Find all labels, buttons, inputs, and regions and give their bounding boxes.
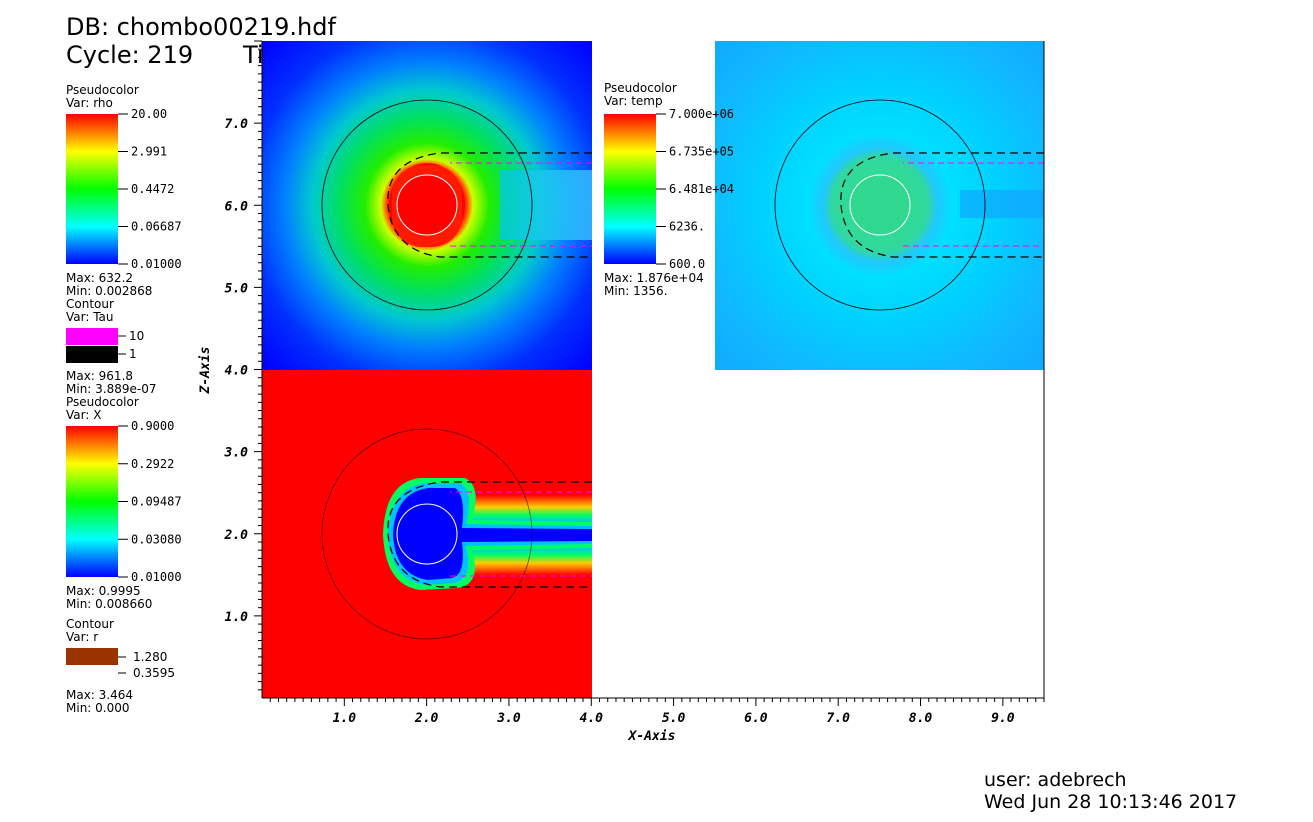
rho-legend-var: Var: rho bbox=[66, 96, 113, 110]
temp-legend-kind: Pseudocolor bbox=[604, 81, 677, 95]
x-panel bbox=[262, 370, 592, 698]
colorbar-tick-label: 7.000e+06 bbox=[669, 107, 734, 121]
colorbar-tick-label: 6.481e+04 bbox=[669, 182, 734, 196]
r-level-swatch bbox=[66, 648, 118, 665]
r-legend-kind: Contour bbox=[66, 617, 114, 631]
x-tick-label: 1.0 bbox=[333, 711, 357, 726]
x-colorbar bbox=[66, 426, 118, 577]
x-tick-label: 3.0 bbox=[496, 711, 521, 726]
r-legend-min: Min: 0.000 bbox=[66, 701, 130, 715]
x-legend-min: Min: 0.008660 bbox=[66, 597, 153, 611]
x-axis-label: X-Axis bbox=[628, 729, 676, 744]
user-label: user: adebrech bbox=[984, 769, 1127, 791]
r-legend-max: Max: 3.464 bbox=[66, 688, 134, 702]
z-tick-label: 7.0 bbox=[225, 117, 249, 132]
colorbar-tick-label: 0.09487 bbox=[131, 495, 182, 509]
x-tick-label: 9.0 bbox=[991, 711, 1015, 726]
r-legend-var: Var: r bbox=[66, 630, 99, 644]
tau-level-1: 1 bbox=[129, 347, 137, 361]
x-legend-var: Var: X bbox=[66, 408, 102, 422]
x-tick-label: 2.0 bbox=[414, 711, 439, 726]
z-axis-label: Z-Axis bbox=[198, 347, 213, 395]
cycle-label: Cycle: 219 bbox=[66, 41, 194, 69]
tau-legend-var: Var: Tau bbox=[66, 310, 114, 324]
colorbar-tick-label: 2.991 bbox=[131, 145, 167, 159]
x-tick-label: 7.0 bbox=[826, 711, 850, 726]
z-tick-label: 4.0 bbox=[225, 364, 249, 379]
tau-legend-max: Max: 961.8 bbox=[66, 369, 134, 383]
temp-legend-max: Max: 1.876e+04 bbox=[604, 271, 704, 285]
colorbar-tick-label: 0.9000 bbox=[131, 419, 174, 433]
rho-legend-max: Max: 632.2 bbox=[66, 271, 134, 285]
x-tick-label: 5.0 bbox=[662, 711, 686, 726]
r-level-2: 0.3595 bbox=[133, 666, 175, 680]
temp-legend-var: Var: temp bbox=[604, 94, 663, 108]
colorbar-tick-label: 600.0 bbox=[669, 257, 705, 271]
rho-colorbar bbox=[66, 114, 118, 264]
tau-level-10-swatch bbox=[66, 328, 118, 345]
tau-legend-min: Min: 3.889e-07 bbox=[66, 382, 157, 396]
rho-legend-min: Min: 0.002868 bbox=[66, 284, 153, 298]
r-level-1: 1.280 bbox=[133, 650, 168, 664]
x-tick-label: 8.0 bbox=[909, 711, 933, 726]
colorbar-tick-label: 6236. bbox=[669, 220, 705, 234]
rho-legend-kind: Pseudocolor bbox=[66, 83, 139, 97]
database-title: DB: chombo00219.hdf bbox=[66, 13, 336, 41]
x-tick-label: 4.0 bbox=[580, 711, 604, 726]
colorbar-tick-label: 0.03080 bbox=[131, 532, 182, 546]
temp-legend-min: Min: 1356. bbox=[604, 284, 668, 298]
x-legend-max: Max: 0.9995 bbox=[66, 584, 141, 598]
colorbar-tick-label: 0.06687 bbox=[131, 220, 182, 234]
x-legend-kind: Pseudocolor bbox=[66, 395, 139, 409]
date-label: Wed Jun 28 10:13:46 2017 bbox=[984, 791, 1238, 813]
colorbar-tick-label: 0.4472 bbox=[131, 182, 174, 196]
temp-colorbar bbox=[604, 114, 656, 264]
colorbar-tick-label: 6.735e+05 bbox=[669, 145, 734, 159]
z-tick-label: 6.0 bbox=[225, 199, 249, 214]
colorbar-tick-label: 0.01000 bbox=[131, 257, 182, 271]
rho-panel bbox=[262, 41, 592, 370]
colorbar-tick-label: 0.2922 bbox=[131, 457, 174, 471]
colorbar-tick-label: 0.01000 bbox=[131, 570, 182, 584]
z-tick-label: 3.0 bbox=[224, 446, 249, 461]
z-tick-label: 5.0 bbox=[225, 281, 249, 296]
tau-level-10: 10 bbox=[129, 329, 145, 343]
x-tick-label: 6.0 bbox=[744, 711, 768, 726]
colorbar-tick-label: 20.00 bbox=[131, 107, 167, 121]
tau-legend-kind: Contour bbox=[66, 297, 114, 311]
tau-level-1-swatch bbox=[66, 346, 118, 363]
z-tick-label: 1.0 bbox=[225, 610, 249, 625]
z-tick-label: 2.0 bbox=[224, 528, 249, 543]
temp-panel bbox=[715, 41, 1044, 370]
